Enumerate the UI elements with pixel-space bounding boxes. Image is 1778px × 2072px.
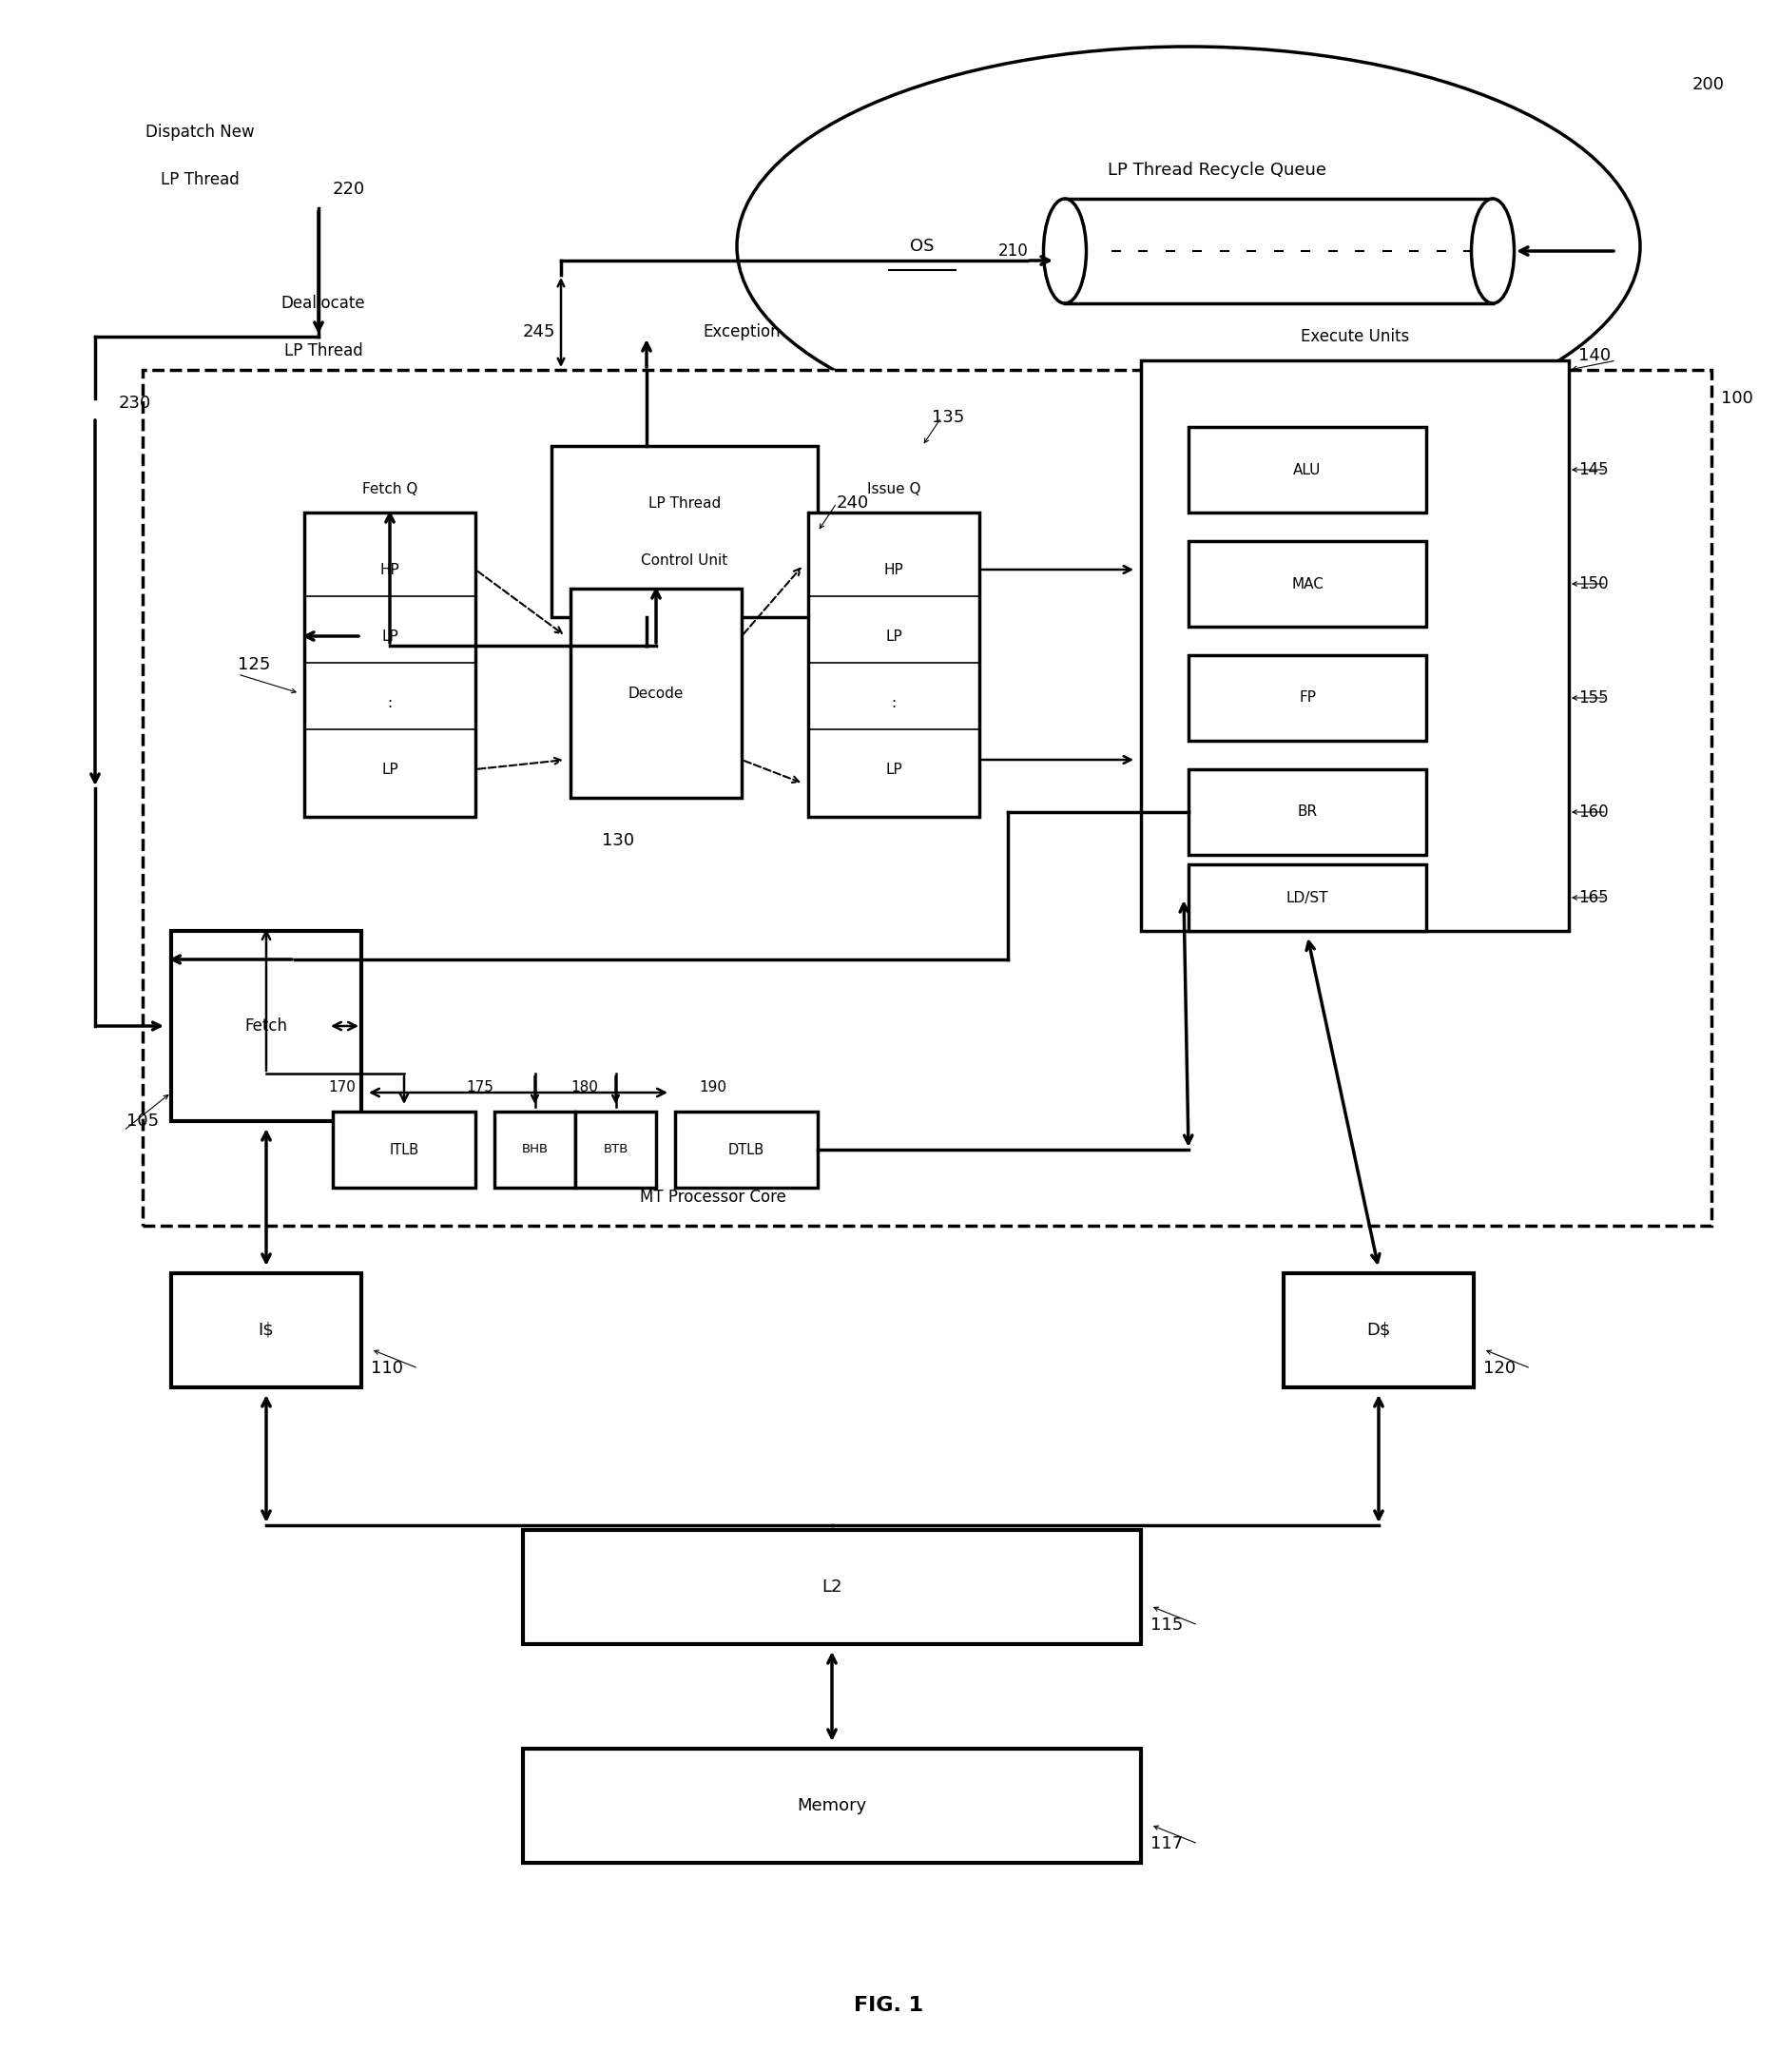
FancyBboxPatch shape — [809, 512, 980, 816]
Text: BHB: BHB — [521, 1144, 548, 1156]
Text: FIG. 1: FIG. 1 — [853, 1995, 925, 2014]
Text: 200: 200 — [1693, 77, 1725, 93]
FancyBboxPatch shape — [304, 512, 475, 816]
Text: Exception: Exception — [702, 323, 781, 340]
Text: Decode: Decode — [628, 686, 685, 700]
Text: LP Thread: LP Thread — [160, 172, 238, 189]
FancyBboxPatch shape — [676, 1111, 818, 1187]
Text: I$: I$ — [258, 1322, 274, 1339]
Text: D$: D$ — [1367, 1322, 1390, 1339]
FancyBboxPatch shape — [1188, 541, 1426, 626]
Text: LP: LP — [885, 762, 901, 777]
Text: DTLB: DTLB — [729, 1142, 765, 1156]
Text: LP Thread: LP Thread — [649, 495, 720, 510]
Text: MT Processor Core: MT Processor Core — [640, 1189, 786, 1206]
FancyBboxPatch shape — [1188, 864, 1426, 930]
Text: 130: 130 — [601, 833, 635, 850]
FancyBboxPatch shape — [494, 1111, 576, 1187]
Text: 110: 110 — [372, 1359, 404, 1378]
Text: BTB: BTB — [603, 1144, 628, 1156]
FancyBboxPatch shape — [171, 1274, 361, 1388]
Text: HP: HP — [884, 562, 903, 576]
Text: LP: LP — [885, 630, 901, 642]
Ellipse shape — [1044, 199, 1086, 303]
Text: 220: 220 — [332, 180, 364, 197]
Text: Fetch: Fetch — [245, 1017, 288, 1034]
FancyBboxPatch shape — [1141, 361, 1568, 930]
FancyBboxPatch shape — [576, 1111, 656, 1187]
Text: LP Thread: LP Thread — [284, 342, 363, 358]
FancyBboxPatch shape — [1188, 769, 1426, 856]
Text: 105: 105 — [126, 1113, 158, 1129]
Text: 160: 160 — [1579, 804, 1609, 821]
Text: 125: 125 — [238, 657, 270, 673]
Text: 165: 165 — [1579, 889, 1609, 905]
Text: L2: L2 — [821, 1579, 843, 1595]
Text: 135: 135 — [932, 408, 964, 427]
Ellipse shape — [1472, 199, 1515, 303]
Text: 230: 230 — [119, 394, 151, 412]
FancyBboxPatch shape — [142, 371, 1712, 1227]
Text: Deallocate: Deallocate — [281, 294, 366, 313]
FancyBboxPatch shape — [551, 445, 818, 617]
Text: LD/ST: LD/ST — [1285, 891, 1328, 905]
Text: 245: 245 — [523, 323, 557, 340]
FancyBboxPatch shape — [523, 1529, 1141, 1643]
Text: 175: 175 — [466, 1082, 494, 1094]
FancyBboxPatch shape — [332, 1111, 475, 1187]
Text: LP: LP — [382, 762, 398, 777]
Text: 145: 145 — [1579, 462, 1609, 479]
Text: HP: HP — [380, 562, 400, 576]
Text: 115: 115 — [1150, 1616, 1182, 1633]
Text: 140: 140 — [1579, 348, 1611, 365]
Text: 150: 150 — [1579, 576, 1609, 593]
Text: 117: 117 — [1150, 1836, 1182, 1852]
FancyBboxPatch shape — [171, 930, 361, 1121]
Text: Memory: Memory — [797, 1796, 868, 1815]
Text: ITLB: ITLB — [389, 1142, 420, 1156]
FancyBboxPatch shape — [1188, 655, 1426, 742]
Text: Control Unit: Control Unit — [642, 553, 727, 568]
Text: FP: FP — [1298, 690, 1316, 704]
Text: 180: 180 — [571, 1082, 599, 1094]
Text: ALU: ALU — [1293, 462, 1321, 477]
FancyBboxPatch shape — [571, 588, 741, 798]
Text: OS: OS — [910, 238, 935, 255]
FancyBboxPatch shape — [1065, 199, 1494, 303]
Text: 120: 120 — [1483, 1359, 1515, 1378]
Text: BR: BR — [1298, 804, 1317, 818]
Text: Dispatch New: Dispatch New — [146, 124, 254, 141]
Text: 170: 170 — [329, 1082, 356, 1094]
Text: MAC: MAC — [1291, 576, 1323, 591]
FancyBboxPatch shape — [523, 1749, 1141, 1863]
Text: Execute Units: Execute Units — [1300, 327, 1410, 346]
Text: 210: 210 — [997, 242, 1028, 259]
Ellipse shape — [736, 46, 1639, 445]
Text: :: : — [891, 696, 896, 711]
Text: Issue Q: Issue Q — [868, 481, 921, 495]
Text: :: : — [388, 696, 393, 711]
FancyBboxPatch shape — [1188, 427, 1426, 512]
Text: 155: 155 — [1579, 690, 1609, 707]
Text: 190: 190 — [699, 1082, 727, 1094]
Text: 100: 100 — [1721, 390, 1753, 406]
Text: LP Thread Recycle Queue: LP Thread Recycle Queue — [1108, 162, 1326, 178]
FancyBboxPatch shape — [1284, 1274, 1474, 1388]
Text: Fetch Q: Fetch Q — [363, 481, 418, 495]
Text: 240: 240 — [837, 495, 869, 512]
Text: LP: LP — [382, 630, 398, 642]
